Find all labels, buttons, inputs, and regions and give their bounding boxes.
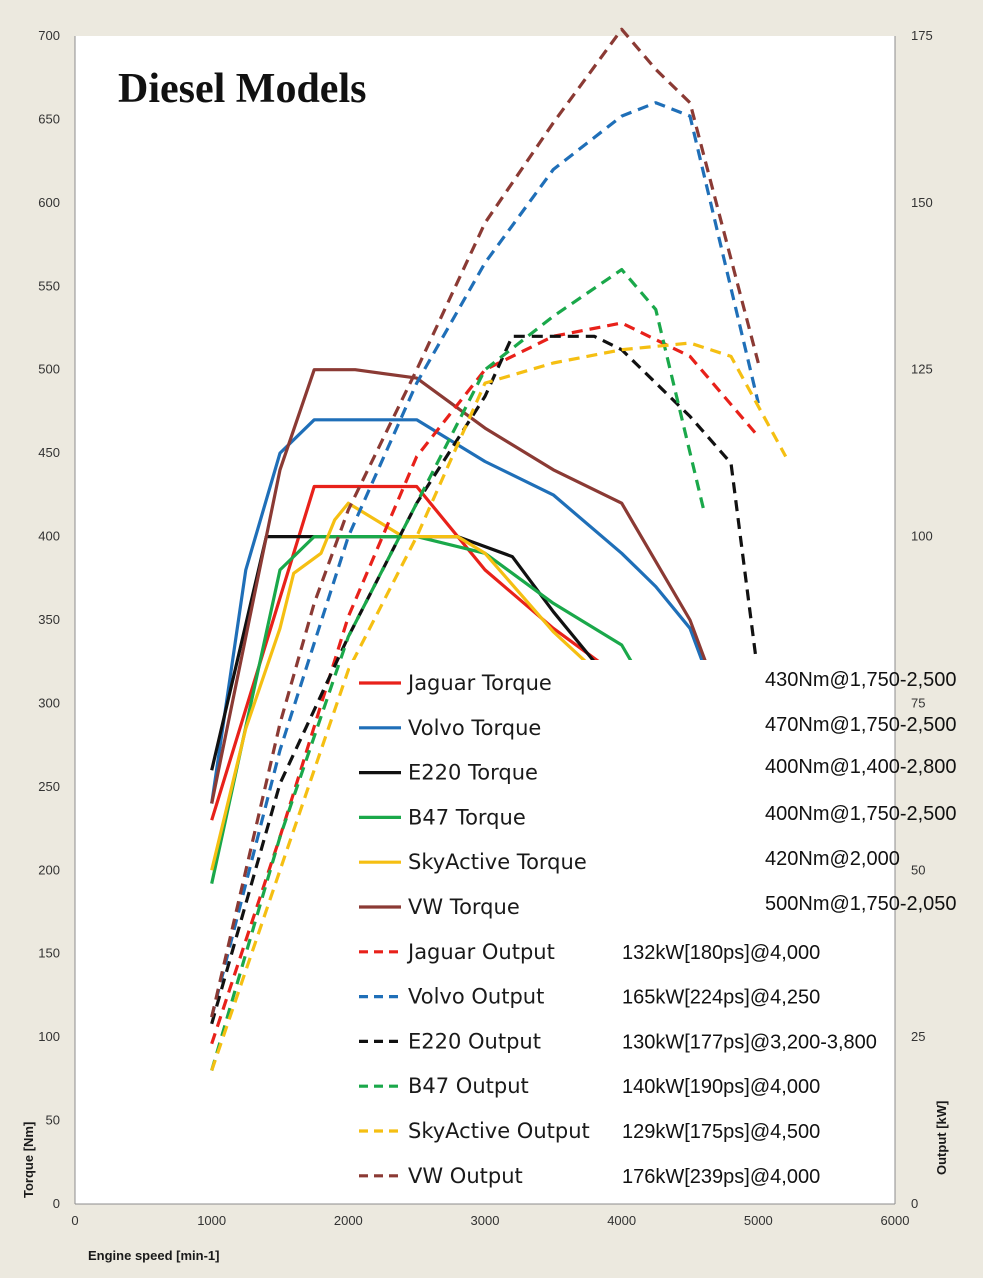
x-tick-label: 6000	[881, 1213, 910, 1228]
chart-title: Diesel Models	[118, 66, 366, 112]
y-tick-label: 200	[38, 862, 60, 877]
y-tick-label: 600	[38, 195, 60, 210]
y2-tick-label: 125	[911, 362, 933, 377]
series-volvo-torque	[210, 418, 760, 813]
series-lines	[210, 27, 788, 1072]
series-volvo-output	[210, 101, 760, 1018]
y-axis-title: Torque [Nm]	[21, 1122, 36, 1198]
y-tick-label: 400	[38, 529, 60, 544]
y2-tick-label: 75	[911, 695, 925, 710]
series-skyactive-output	[210, 341, 788, 1072]
torque-annotation: 400Nm@1,750-2,500	[765, 803, 957, 825]
y-tick-label: 700	[38, 28, 60, 43]
x-tick-label: 2000	[334, 1213, 363, 1228]
y-tick-label: 50	[46, 1113, 60, 1128]
y-tick-label: 0	[53, 1196, 60, 1211]
y-tick-label: 350	[38, 612, 60, 627]
y-tick-label: 650	[38, 111, 60, 126]
legend: Jaguar Torque Volvo Torque E220 Torque B47 …	[359, 671, 590, 1188]
torque-annotation: 400Nm@1,400-2,800	[765, 756, 957, 778]
output-annotation: 129kW[175ps]@4,500	[622, 1121, 820, 1143]
x-tick-label: 0	[71, 1213, 78, 1228]
y-tick-label: 500	[38, 362, 60, 377]
legend-label: Volvo Output	[408, 985, 544, 1009]
x-tick-label: 5000	[744, 1213, 773, 1228]
y2-tick-label: 175	[911, 28, 933, 43]
series-vw-torque	[210, 368, 760, 805]
y2-tick-label: 100	[911, 529, 933, 544]
legend-label: Jaguar Output	[406, 940, 555, 964]
output-annotation: 140kW[190ps]@4,000	[622, 1076, 820, 1098]
legend-label: VW Torque	[408, 895, 520, 919]
x-tick-label: 1000	[197, 1213, 226, 1228]
legend-label: Volvo Torque	[408, 716, 541, 740]
legend-label: SkyActive Torque	[408, 850, 587, 874]
y2-tick-label: 50	[911, 862, 925, 877]
output-annotation: 165kW[224ps]@4,250	[622, 987, 820, 1009]
y2-tick-labels: 0 25 50 75 100 125 150 175	[911, 28, 933, 1211]
y2-axis-title: Output [kW]	[934, 1101, 949, 1175]
x-tick-label: 4000	[607, 1213, 636, 1228]
series-vw-output	[210, 27, 760, 1018]
output-annotation: 132kW[180ps]@4,000	[622, 942, 820, 964]
x-axis-title: Engine speed [min-1]	[88, 1248, 219, 1263]
legend-box	[350, 660, 820, 1200]
torque-annotation: 500Nm@1,750-2,050	[765, 893, 957, 915]
legend-label: VW Output	[408, 1164, 523, 1188]
legend-label: E220 Torque	[408, 761, 538, 785]
y2-tick-label: 25	[911, 1029, 925, 1044]
x-tick-label: 3000	[471, 1213, 500, 1228]
y-tick-labels: 0 50 100 150 200 250 300 350 400 450 500 550 600 650 7…	[38, 28, 60, 1211]
y-tick-label: 300	[38, 695, 60, 710]
series-jaguar-output	[210, 321, 760, 1045]
torque-annotations: 430Nm@1,750-2,500 470Nm@1,750-2,500 400Nm@…	[765, 669, 957, 915]
y-tick-label: 450	[38, 445, 60, 460]
y2-tick-label: 150	[911, 195, 933, 210]
output-annotations: 132kW[180ps]@4,000 165kW[224ps]@4,250 130k…	[622, 942, 877, 1188]
y-tick-label: 150	[38, 946, 60, 961]
x-tick-labels: 0 1000 2000 3000 4000 5000 6000	[71, 1213, 909, 1228]
y-tick-label: 550	[38, 278, 60, 293]
axes	[74, 36, 896, 1205]
y-tick-label: 250	[38, 779, 60, 794]
legend-label: E220 Output	[408, 1029, 541, 1053]
legend-label: B47 Output	[408, 1074, 529, 1098]
torque-annotation: 420Nm@2,000	[765, 848, 900, 870]
legend-label: SkyActive Output	[408, 1119, 590, 1143]
legend-label: B47 Torque	[408, 805, 526, 829]
series-b47-output	[210, 268, 706, 1071]
torque-annotation: 470Nm@1,750-2,500	[765, 714, 957, 736]
y2-tick-label: 0	[911, 1196, 918, 1211]
legend-label: Jaguar Torque	[406, 671, 552, 695]
y-tick-label: 100	[38, 1029, 60, 1044]
output-annotation: 176kW[239ps]@4,000	[622, 1166, 820, 1188]
torque-annotation: 430Nm@1,750-2,500	[765, 669, 957, 691]
output-annotation: 130kW[177ps]@3,200-3,800	[622, 1031, 877, 1053]
